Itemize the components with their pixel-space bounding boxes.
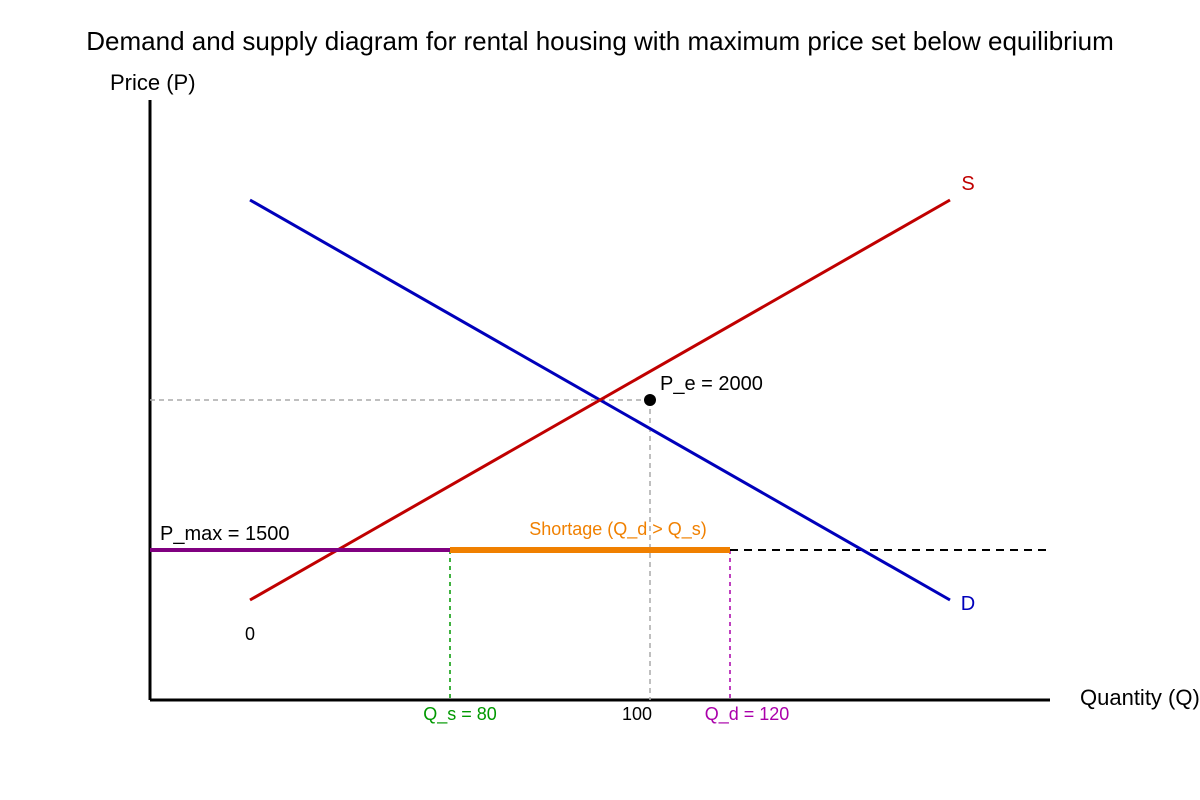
quantity-supplied-label: Q_s = 80 [423,704,497,725]
origin-label: 0 [245,624,255,644]
equilibrium-price-label: P_e = 2000 [660,373,763,395]
diagram-title: Demand and supply diagram for rental hou… [86,26,1113,56]
demand-curve-label: D [961,593,975,615]
x-axis-label: Quantity (Q) [1080,685,1200,710]
y-axis-label: Price (P) [110,70,196,95]
shortage-label: Shortage (Q_d > Q_s) [529,519,707,540]
supply-curve [249,198,951,602]
quantity-demanded-label: Q_d = 120 [705,704,790,725]
price-ceiling-label: P_max = 1500 [160,523,290,545]
supply-curve-label: S [961,173,974,195]
equilibrium-point [644,394,656,406]
equilibrium-quantity-label: 100 [622,704,652,724]
